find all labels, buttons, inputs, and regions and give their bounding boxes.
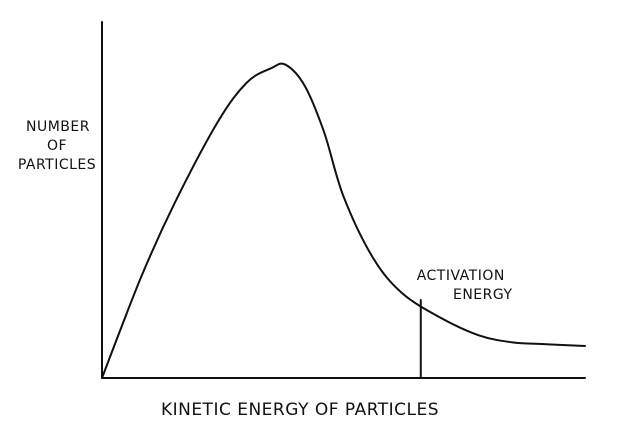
distribution-curve bbox=[101, 62, 586, 379]
y-axis-label-line-3: PARTICLES bbox=[18, 157, 96, 173]
y-axis-label-line-1: NUMBER bbox=[26, 119, 90, 135]
y-axis-label-line-2: OF bbox=[47, 138, 67, 154]
activation-energy-label-line-1: ACTIVATION bbox=[417, 268, 505, 284]
activation-energy-label-line-2: ENERGY bbox=[453, 287, 513, 303]
x-axis-label: KINETIC ENERGY OF PARTICLES bbox=[161, 400, 439, 420]
